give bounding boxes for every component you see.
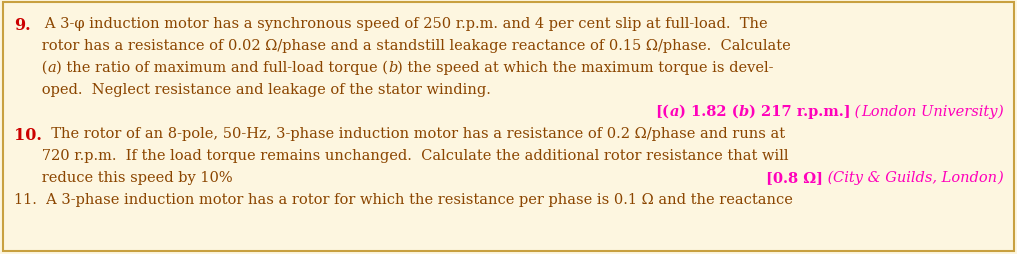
Text: ) the speed at which the maximum torque is devel-: ) the speed at which the maximum torque … [398,61,774,75]
Text: City & Guilds, London: City & Guilds, London [833,170,998,184]
Text: [(: [( [656,105,669,119]
Text: oped.  Neglect resistance and leakage of the stator winding.: oped. Neglect resistance and leakage of … [14,83,491,97]
Text: (: ( [14,61,48,75]
Text: London University: London University [860,105,998,119]
Text: ) 1.82 (: ) 1.82 ( [679,105,738,119]
Text: ) 217 r.p.m.]: ) 217 r.p.m.] [749,105,850,119]
Text: The rotor of an 8-pole, 50-Hz, 3-phase induction motor has a resistance of 0.2 Ω: The rotor of an 8-pole, 50-Hz, 3-phase i… [42,126,785,140]
Text: a: a [669,105,679,119]
Text: 720 r.p.m.  If the load torque remains unchanged.  Calculate the additional roto: 720 r.p.m. If the load torque remains un… [14,148,788,162]
Text: ): ) [998,105,1003,119]
Text: 9.: 9. [14,17,31,34]
Text: 10.: 10. [14,126,42,144]
Text: (: ( [850,105,860,119]
Text: 11.  A 3-phase induction motor has a rotor for which the resistance per phase is: 11. A 3-phase induction motor has a roto… [14,192,793,206]
FancyBboxPatch shape [3,3,1014,251]
Text: rotor has a resistance of 0.02 Ω/phase and a standstill leakage reactance of 0.1: rotor has a resistance of 0.02 Ω/phase a… [14,39,791,53]
Text: ) the ratio of maximum and full-load torque (: ) the ratio of maximum and full-load tor… [56,61,388,75]
Text: reduce this speed by 10%: reduce this speed by 10% [14,170,233,184]
Text: ): ) [998,170,1003,184]
Text: a: a [48,61,56,75]
Text: (: ( [823,170,833,184]
Text: b: b [738,105,749,119]
Text: b: b [388,61,398,75]
Text: [0.8 Ω]: [0.8 Ω] [766,170,823,184]
Text: A 3-φ induction motor has a synchronous speed of 250 r.p.m. and 4 per cent slip : A 3-φ induction motor has a synchronous … [31,17,767,31]
